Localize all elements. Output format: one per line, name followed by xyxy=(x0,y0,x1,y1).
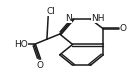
Text: N: N xyxy=(65,14,72,23)
Text: NH: NH xyxy=(91,14,105,23)
Text: Cl: Cl xyxy=(46,7,55,16)
Text: O: O xyxy=(120,24,127,33)
Text: O: O xyxy=(37,61,44,70)
Text: HO: HO xyxy=(14,40,28,49)
